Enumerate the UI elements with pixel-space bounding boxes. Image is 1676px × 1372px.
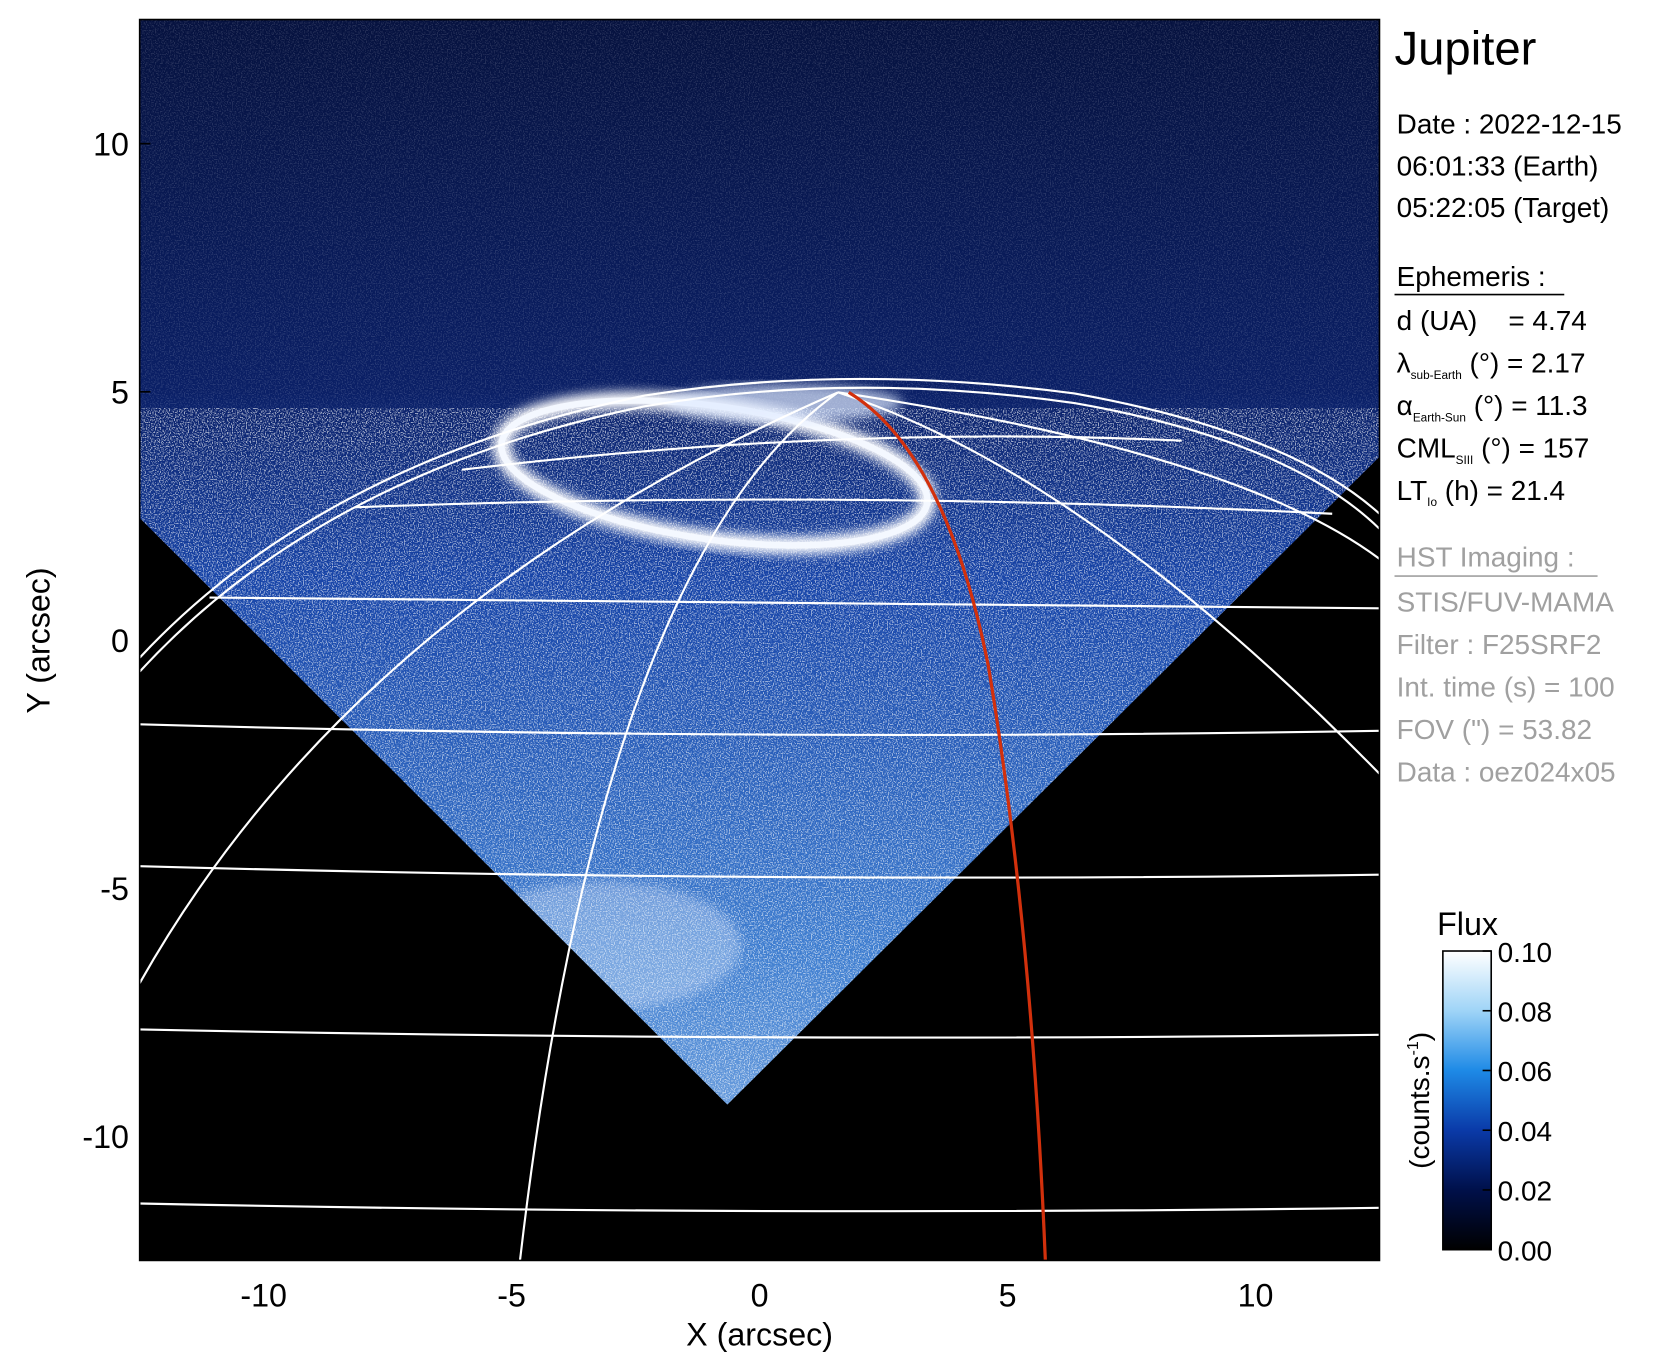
- ephemeris-value: (h) = 21.4: [1437, 475, 1565, 506]
- colorbar-tick-label: 0.02: [1498, 1176, 1552, 1207]
- colorbar-title: Flux: [1437, 906, 1498, 942]
- ephemeris-label: λ: [1397, 347, 1411, 378]
- info-line: Date : 2022-12-15: [1397, 108, 1622, 139]
- ephemeris-value: (°) = 2.17: [1462, 347, 1586, 378]
- ephemeris-value: (°) = 11.3: [1466, 390, 1588, 421]
- ephemeris-label: LT: [1397, 475, 1428, 506]
- grid-overlay: [139, 377, 1380, 1261]
- imaging-row: Data : oez024x05: [1397, 756, 1616, 787]
- colorbar-label-tail: ): [1404, 1032, 1435, 1041]
- x-tick-label: -10: [240, 1278, 287, 1314]
- image: [138, 18, 1381, 1262]
- ephemeris-sub: SIII: [1456, 453, 1474, 467]
- colorbar-label-sup: -1: [1404, 1041, 1422, 1055]
- imaging-heading: HST Imaging :: [1397, 541, 1575, 572]
- colorbar-label: (counts.s-1): [1404, 1032, 1435, 1169]
- imaging-row: FOV (") = 53.82: [1397, 714, 1592, 745]
- colorbar-tick-label: 0.10: [1498, 937, 1552, 968]
- imaging-row: Int. time (s) = 100: [1397, 671, 1615, 702]
- ephemeris-row: CMLSIII (°) = 157: [1397, 432, 1590, 466]
- imaging-row: Filter : F25SRF2: [1397, 629, 1602, 660]
- meridian-trace: [847, 390, 1047, 1261]
- x-tick-label: -5: [497, 1278, 526, 1314]
- info-line: 06:01:33 (Earth): [1397, 150, 1599, 181]
- ephemeris-row: LTIo (h) = 21.4: [1397, 475, 1565, 509]
- colorbar-label-text: (counts.s: [1404, 1056, 1435, 1169]
- colorbar-tick-label: 0.04: [1498, 1116, 1552, 1147]
- ephemeris-sub: Io: [1427, 495, 1437, 509]
- ephemeris-label: d (UA) = 4.74: [1397, 305, 1587, 336]
- ephemeris-label: CML: [1397, 432, 1456, 463]
- x-axis-label: X (arcsec): [686, 1316, 833, 1352]
- info-line: 05:22:05 (Target): [1397, 192, 1610, 223]
- imaging-row: STIS/FUV-MAMA: [1397, 587, 1615, 618]
- ephemeris-sub: sub-Earth: [1411, 368, 1462, 382]
- chart-title: Jupiter: [1395, 23, 1537, 76]
- x-tick-label: 0: [751, 1278, 769, 1314]
- colorbar: [1442, 950, 1493, 1251]
- ephemeris-row: d (UA) = 4.74: [1397, 305, 1587, 336]
- y-tick-label: -10: [82, 1119, 129, 1155]
- y-tick-label: 10: [93, 126, 129, 162]
- ephemeris-label: α: [1397, 390, 1413, 421]
- ephemeris-value: (°) = 157: [1473, 432, 1589, 463]
- ephemeris-sub: Earth-Sun: [1413, 410, 1466, 424]
- colorbar-tick-label: 0.00: [1498, 1235, 1552, 1266]
- ephemeris-heading: Ephemeris :: [1397, 261, 1546, 292]
- colorbar-tick-label: 0.08: [1498, 996, 1552, 1027]
- x-tick-label: 5: [999, 1278, 1017, 1314]
- ephemeris-row: λsub-Earth (°) = 2.17: [1397, 347, 1586, 381]
- ephemeris-row: αEarth-Sun (°) = 11.3: [1397, 390, 1588, 424]
- x-tick-label: 10: [1238, 1278, 1274, 1314]
- y-tick-label: -5: [100, 871, 129, 907]
- colorbar-tick-label: 0.06: [1498, 1056, 1552, 1087]
- y-tick-label: 0: [111, 623, 129, 659]
- y-tick-label: 5: [111, 375, 129, 411]
- y-axis-label: Y (arcsec): [20, 567, 56, 713]
